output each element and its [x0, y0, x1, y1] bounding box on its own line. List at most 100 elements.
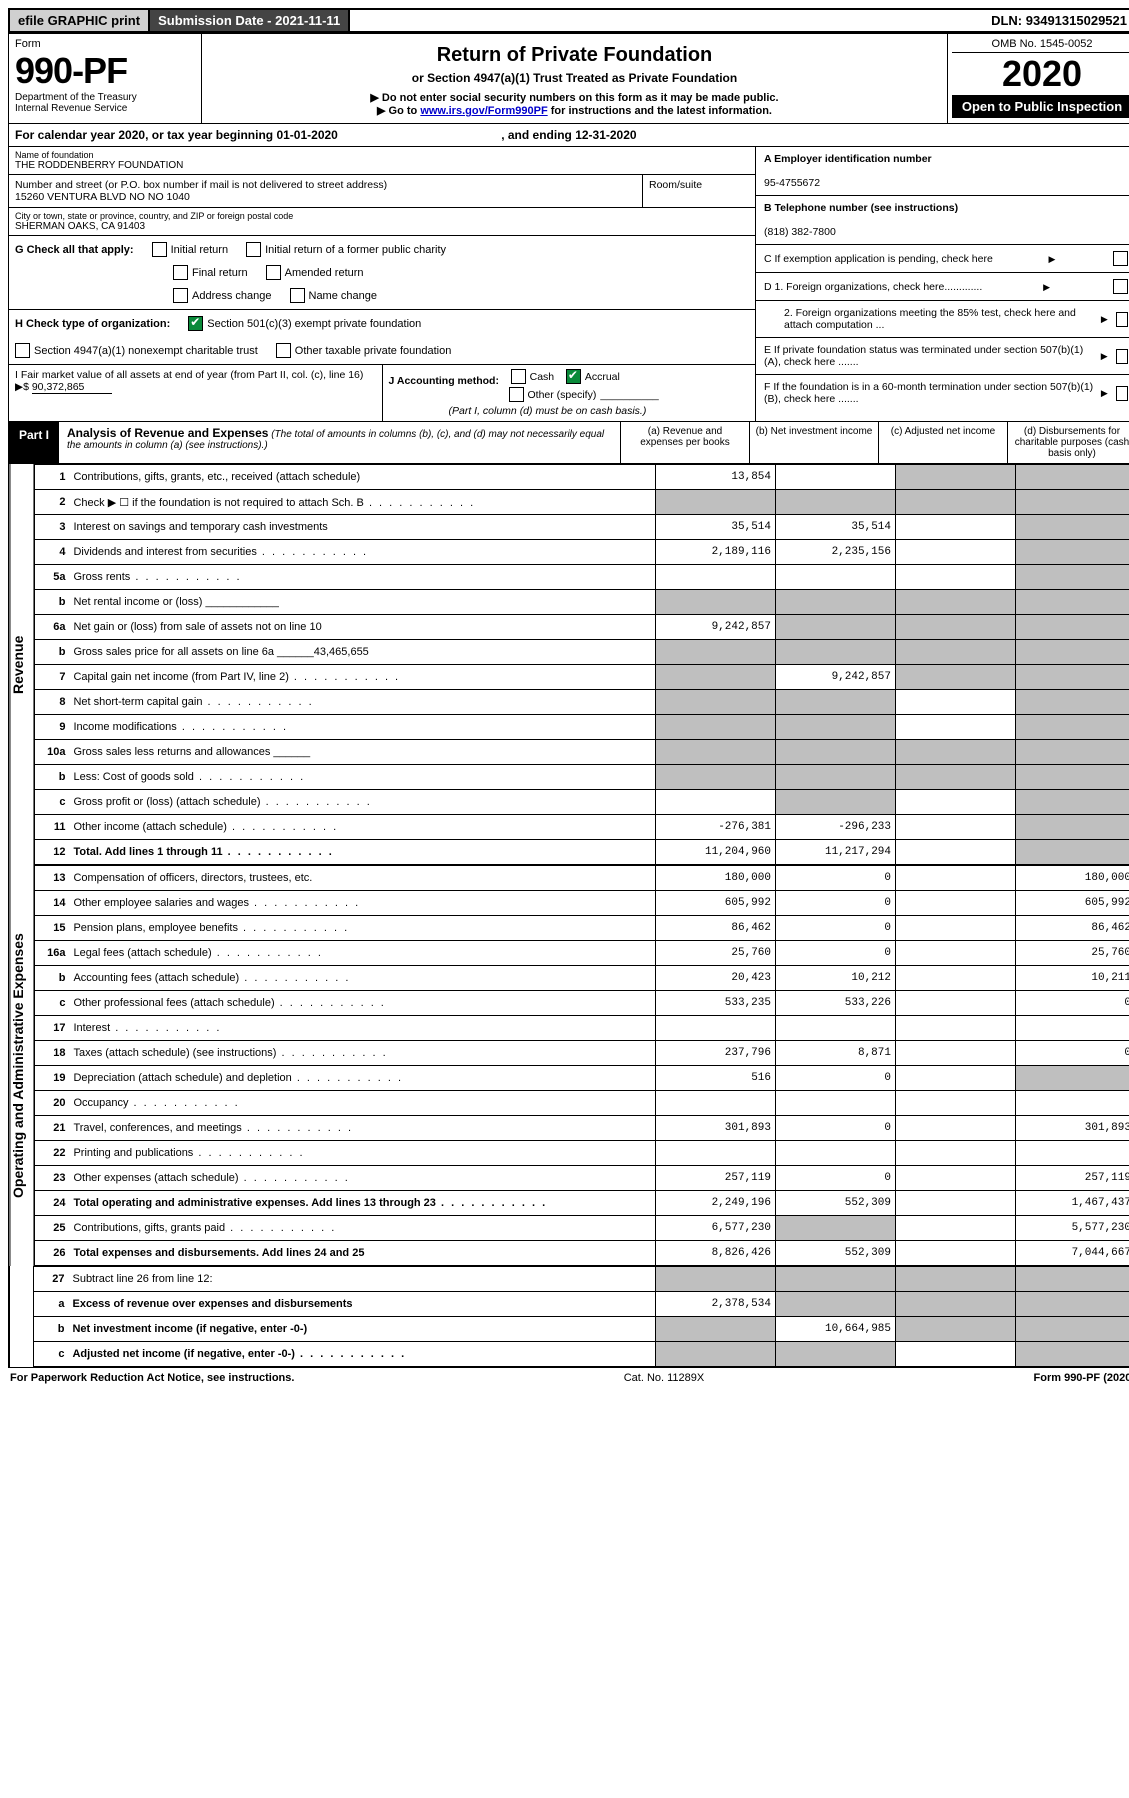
h-label: H Check type of organization: — [15, 318, 170, 330]
table-row: 12 Total. Add lines 1 through 11 11,204,… — [35, 840, 1129, 865]
h-opt-1: Section 501(c)(3) exempt private foundat… — [207, 318, 421, 330]
city-value: SHERMAN OAKS, CA 91403 — [15, 221, 749, 232]
cb-amended-return[interactable]: Amended return — [266, 265, 364, 280]
f-label: F If the foundation is in a 60-month ter… — [764, 381, 1095, 405]
revenue-table: 1 Contributions, gifts, grants, etc., re… — [34, 464, 1129, 865]
form-container: Form 990-PF Department of the Treasury I… — [8, 33, 1129, 1368]
table-row: 10a Gross sales less returns and allowan… — [35, 740, 1129, 765]
cb-initial-return[interactable]: Initial return — [152, 242, 228, 257]
col-b-header: (b) Net investment income — [749, 422, 878, 463]
open-to-public: Open to Public Inspection — [952, 95, 1129, 118]
g-opt-2: Final return — [192, 267, 248, 279]
dln: DLN: 93491315029521 — [350, 10, 1129, 31]
cb-exemption-pending[interactable] — [1113, 251, 1128, 266]
identity-block: Name of foundation THE RODDENBERRY FOUND… — [9, 147, 1129, 421]
dept-treasury: Department of the Treasury — [15, 92, 195, 103]
cb-name-change[interactable]: Name change — [290, 288, 378, 303]
dln-value: 93491315029521 — [1026, 13, 1127, 28]
g-opt-4: Address change — [192, 290, 272, 302]
table-row: 21 Travel, conferences, and meetings 301… — [35, 1116, 1129, 1141]
table-row: 24 Total operating and administrative ex… — [35, 1191, 1129, 1216]
d1-label: D 1. Foreign organizations, check here..… — [764, 281, 982, 293]
cb-501c3[interactable]: Section 501(c)(3) exempt private foundat… — [188, 316, 421, 331]
table-row: 23 Other expenses (attach schedule) 257,… — [35, 1166, 1129, 1191]
part1-tag: Part I — [9, 422, 59, 463]
dept-irs: Internal Revenue Service — [15, 103, 195, 114]
cb-4947a1[interactable]: Section 4947(a)(1) nonexempt charitable … — [15, 343, 258, 358]
table-row: 14 Other employee salaries and wages 605… — [35, 891, 1129, 916]
form-title: Return of Private Foundation — [208, 44, 941, 67]
h-opt-2: Section 4947(a)(1) nonexempt charitable … — [34, 345, 258, 357]
table-row: b Gross sales price for all assets on li… — [35, 640, 1129, 665]
note2-pre: ▶ Go to — [377, 105, 420, 117]
cb-initial-return-former[interactable]: Initial return of a former public charit… — [246, 242, 446, 257]
j-accrual: Accrual — [585, 371, 620, 383]
cb-other-method[interactable]: Other (specify) __________ — [509, 387, 659, 402]
omb-number: OMB No. 1545-0052 — [952, 38, 1129, 53]
table-row: 19 Depreciation (attach schedule) and de… — [35, 1066, 1129, 1091]
form-number: 990-PF — [15, 50, 195, 92]
footer-right: Form 990-PF (2020) — [1034, 1372, 1129, 1384]
j-other: Other (specify) — [528, 389, 597, 401]
table-row: 27 Subtract line 26 from line 12: — [34, 1267, 1129, 1292]
room-label: Room/suite — [649, 179, 749, 191]
calyear-pre: For calendar year 2020, or tax year begi… — [15, 128, 276, 142]
part1-title: Analysis of Revenue and Expenses — [67, 426, 268, 440]
table-row: b Accounting fees (attach schedule) 20,4… — [35, 966, 1129, 991]
table-row: c Gross profit or (loss) (attach schedul… — [35, 790, 1129, 815]
cb-foreign-85[interactable] — [1116, 312, 1128, 327]
submission-date-label: Submission Date - — [158, 13, 275, 28]
foundation-name-label: Name of foundation — [15, 150, 749, 160]
part1-header: Part I Analysis of Revenue and Expenses … — [9, 421, 1129, 464]
table-row: 15 Pension plans, employee benefits 86,4… — [35, 916, 1129, 941]
j-label: J Accounting method: — [389, 375, 499, 387]
g-opt-0: Initial return — [171, 244, 228, 256]
form-subtitle: or Section 4947(a)(1) Trust Treated as P… — [208, 71, 941, 85]
ein-label: A Employer identification number — [764, 153, 932, 165]
j-note: (Part I, column (d) must be on cash basi… — [449, 405, 647, 417]
line27-section: 27 Subtract line 26 from line 12: a Exce… — [9, 1266, 1129, 1367]
cb-cash[interactable]: Cash — [511, 369, 555, 384]
tel-value: (818) 382-7800 — [764, 226, 836, 238]
efile-print-button[interactable]: efile GRAPHIC print — [10, 10, 150, 31]
cb-address-change[interactable]: Address change — [173, 288, 272, 303]
table-row: c Adjusted net income (if negative, ente… — [34, 1342, 1129, 1367]
table-row: b Net rental income or (loss) __________… — [35, 590, 1129, 615]
top-bar: efile GRAPHIC print Submission Date - 20… — [8, 8, 1129, 33]
cb-status-terminated[interactable] — [1116, 349, 1128, 364]
i-value: 90,372,865 — [32, 381, 112, 394]
table-row: 25 Contributions, gifts, grants paid 6,5… — [35, 1216, 1129, 1241]
cb-accrual[interactable]: Accrual — [566, 369, 620, 384]
city-label: City or town, state or province, country… — [15, 211, 749, 221]
revenue-section: Revenue 1 Contributions, gifts, grants, … — [9, 464, 1129, 865]
g-opt-3: Amended return — [285, 267, 364, 279]
table-row: 4 Dividends and interest from securities… — [35, 540, 1129, 565]
e-label: E If private foundation status was termi… — [764, 344, 1095, 368]
table-row: 7 Capital gain net income (from Part IV,… — [35, 665, 1129, 690]
foundation-name: THE RODDENBERRY FOUNDATION — [15, 160, 749, 171]
cb-final-return[interactable]: Final return — [173, 265, 248, 280]
c-label: C If exemption application is pending, c… — [764, 253, 993, 265]
calyear-begin: 01-01-2020 — [276, 128, 337, 142]
calyear-mid: , and ending — [501, 128, 575, 142]
address-label: Number and street (or P.O. box number if… — [15, 179, 636, 191]
cb-60-month[interactable] — [1116, 386, 1128, 401]
table-row: 11 Other income (attach schedule) -276,3… — [35, 815, 1129, 840]
g-opt-1: Initial return of a former public charit… — [265, 244, 446, 256]
table-row: 5a Gross rents — [35, 565, 1129, 590]
footer-mid: Cat. No. 11289X — [624, 1372, 705, 1384]
section-g: G Check all that apply: Initial return I… — [9, 236, 755, 310]
cb-foreign-org[interactable] — [1113, 279, 1128, 294]
table-row: 13 Compensation of officers, directors, … — [35, 866, 1129, 891]
submission-date: Submission Date - 2021-11-11 — [150, 10, 350, 31]
table-row: 18 Taxes (attach schedule) (see instruct… — [35, 1041, 1129, 1066]
table-row: c Other professional fees (attach schedu… — [35, 991, 1129, 1016]
side-revenue: Revenue — [9, 464, 34, 865]
d2-label: 2. Foreign organizations meeting the 85%… — [764, 307, 1095, 331]
table-row: a Excess of revenue over expenses and di… — [34, 1292, 1129, 1317]
irs-link[interactable]: www.irs.gov/Form990PF — [420, 105, 547, 117]
cb-other-taxable[interactable]: Other taxable private foundation — [276, 343, 452, 358]
col-a-header: (a) Revenue and expenses per books — [620, 422, 749, 463]
tel-label: B Telephone number (see instructions) — [764, 202, 958, 214]
form-note-ssn: ▶ Do not enter social security numbers o… — [208, 91, 941, 104]
